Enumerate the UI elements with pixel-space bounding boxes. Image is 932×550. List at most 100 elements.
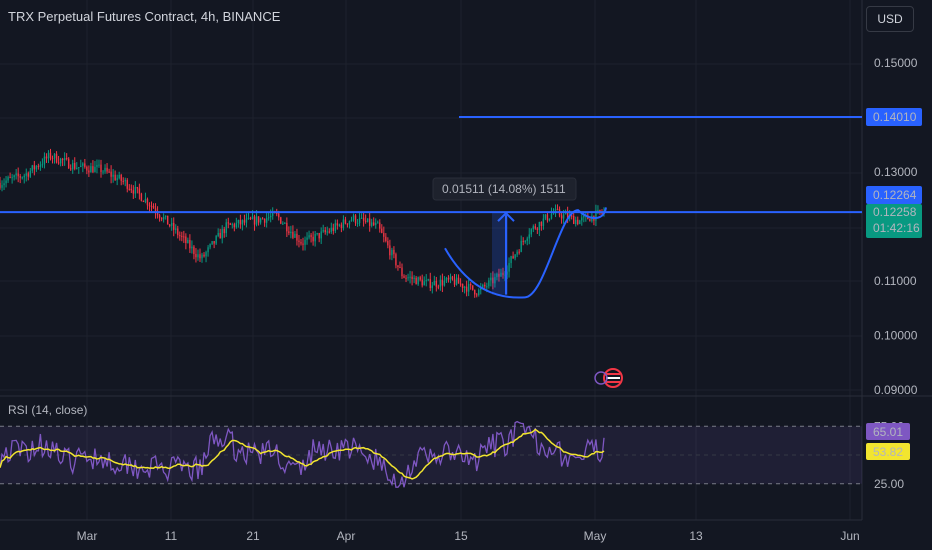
candle-body <box>532 226 534 230</box>
candle-body <box>65 158 68 160</box>
candle-body <box>302 243 304 245</box>
candle-body <box>17 173 19 177</box>
candle-body <box>173 222 175 230</box>
candle-body <box>389 245 391 256</box>
candle-body <box>195 254 197 258</box>
candle-body <box>67 158 70 169</box>
candle-body <box>437 286 440 288</box>
candle-body <box>383 232 385 237</box>
candle-body <box>146 198 149 206</box>
time-tick: Mar <box>77 529 98 543</box>
candle-body <box>253 216 256 225</box>
time-tick: 13 <box>689 529 703 543</box>
candle-body <box>352 215 355 220</box>
price-tag-countdown: 01:42:16 <box>873 221 920 235</box>
candle-body <box>187 239 189 244</box>
candle-body <box>140 193 143 201</box>
candle-body <box>597 210 599 212</box>
candle-body <box>164 215 167 217</box>
candle-body <box>480 287 482 290</box>
candle-body <box>306 237 308 240</box>
candle-body <box>332 227 335 232</box>
candle-body <box>379 222 381 229</box>
candle-body <box>233 224 236 228</box>
candle-body <box>488 280 490 287</box>
candle-body <box>326 231 328 233</box>
event-marker-icon[interactable] <box>594 371 608 385</box>
candle-body <box>492 277 494 284</box>
candle-body <box>235 223 238 228</box>
candle-body <box>546 214 549 221</box>
candle-body <box>544 214 547 219</box>
rsi-band <box>0 426 862 484</box>
candle-body <box>108 171 110 173</box>
candle-body <box>55 153 58 163</box>
candle-body <box>401 267 403 277</box>
candle-body <box>294 233 296 238</box>
candle-body <box>391 249 393 256</box>
candle-body <box>486 286 488 288</box>
candle-body <box>581 217 583 221</box>
candle-body <box>443 280 446 286</box>
candle-body <box>225 222 227 234</box>
candle-body <box>237 219 240 224</box>
rsi-indicator-title[interactable]: RSI (14, close) <box>8 403 88 417</box>
candle-body <box>47 152 50 159</box>
candle-body <box>96 165 98 167</box>
candle-body <box>413 277 415 279</box>
candle-body <box>142 200 145 202</box>
candle-body <box>534 226 537 229</box>
candle-body <box>368 218 371 226</box>
candle-body <box>120 174 122 181</box>
candle-body <box>526 238 528 241</box>
candle-body <box>498 273 500 277</box>
rsi-value-tag: 65.01 <box>873 425 903 439</box>
candle-body <box>494 277 496 284</box>
measure-range-box[interactable] <box>492 212 508 295</box>
price-tick: 0.13000 <box>874 165 918 179</box>
candle-body <box>484 284 486 287</box>
candle-body <box>102 171 104 173</box>
candle-body <box>457 277 460 284</box>
candle-body <box>11 177 13 179</box>
candle-body <box>453 279 456 285</box>
candle-body <box>296 233 298 241</box>
rsi-line <box>0 420 605 488</box>
candle-body <box>459 283 462 285</box>
candle-body <box>508 263 510 272</box>
price-tick: 0.15000 <box>874 56 918 70</box>
cup-pattern-curve[interactable] <box>444 207 607 299</box>
candle-body <box>474 289 476 295</box>
candle-body <box>589 219 591 222</box>
candle-body <box>197 254 199 258</box>
candle-body <box>381 228 383 233</box>
candle-body <box>512 256 514 259</box>
time-tick: Jun <box>840 529 859 543</box>
candle-body <box>370 222 373 226</box>
candle-body <box>478 289 480 296</box>
measure-label: 0.01511 (14.08%) 1511 <box>442 182 566 196</box>
measure-label-box <box>432 177 577 201</box>
candle-body <box>0 182 1 188</box>
candles-group <box>0 148 605 298</box>
flag-stripe <box>606 381 620 383</box>
candle-body <box>152 206 155 209</box>
currency-button[interactable]: USD <box>866 6 914 32</box>
candle-body <box>338 224 341 226</box>
candle-body <box>322 230 324 232</box>
candle-body <box>59 158 62 164</box>
candle-body <box>199 254 201 259</box>
candle-body <box>82 163 84 166</box>
candle-body <box>23 175 25 178</box>
candle-body <box>350 219 353 222</box>
candle-body <box>346 223 349 225</box>
candle-body <box>536 228 539 230</box>
candle-body <box>255 216 258 225</box>
candle-body <box>124 180 126 182</box>
candle-body <box>134 187 137 194</box>
candle-body <box>431 285 433 288</box>
candle-body <box>179 235 181 237</box>
candle-body <box>269 215 272 218</box>
candle-body <box>227 222 229 224</box>
